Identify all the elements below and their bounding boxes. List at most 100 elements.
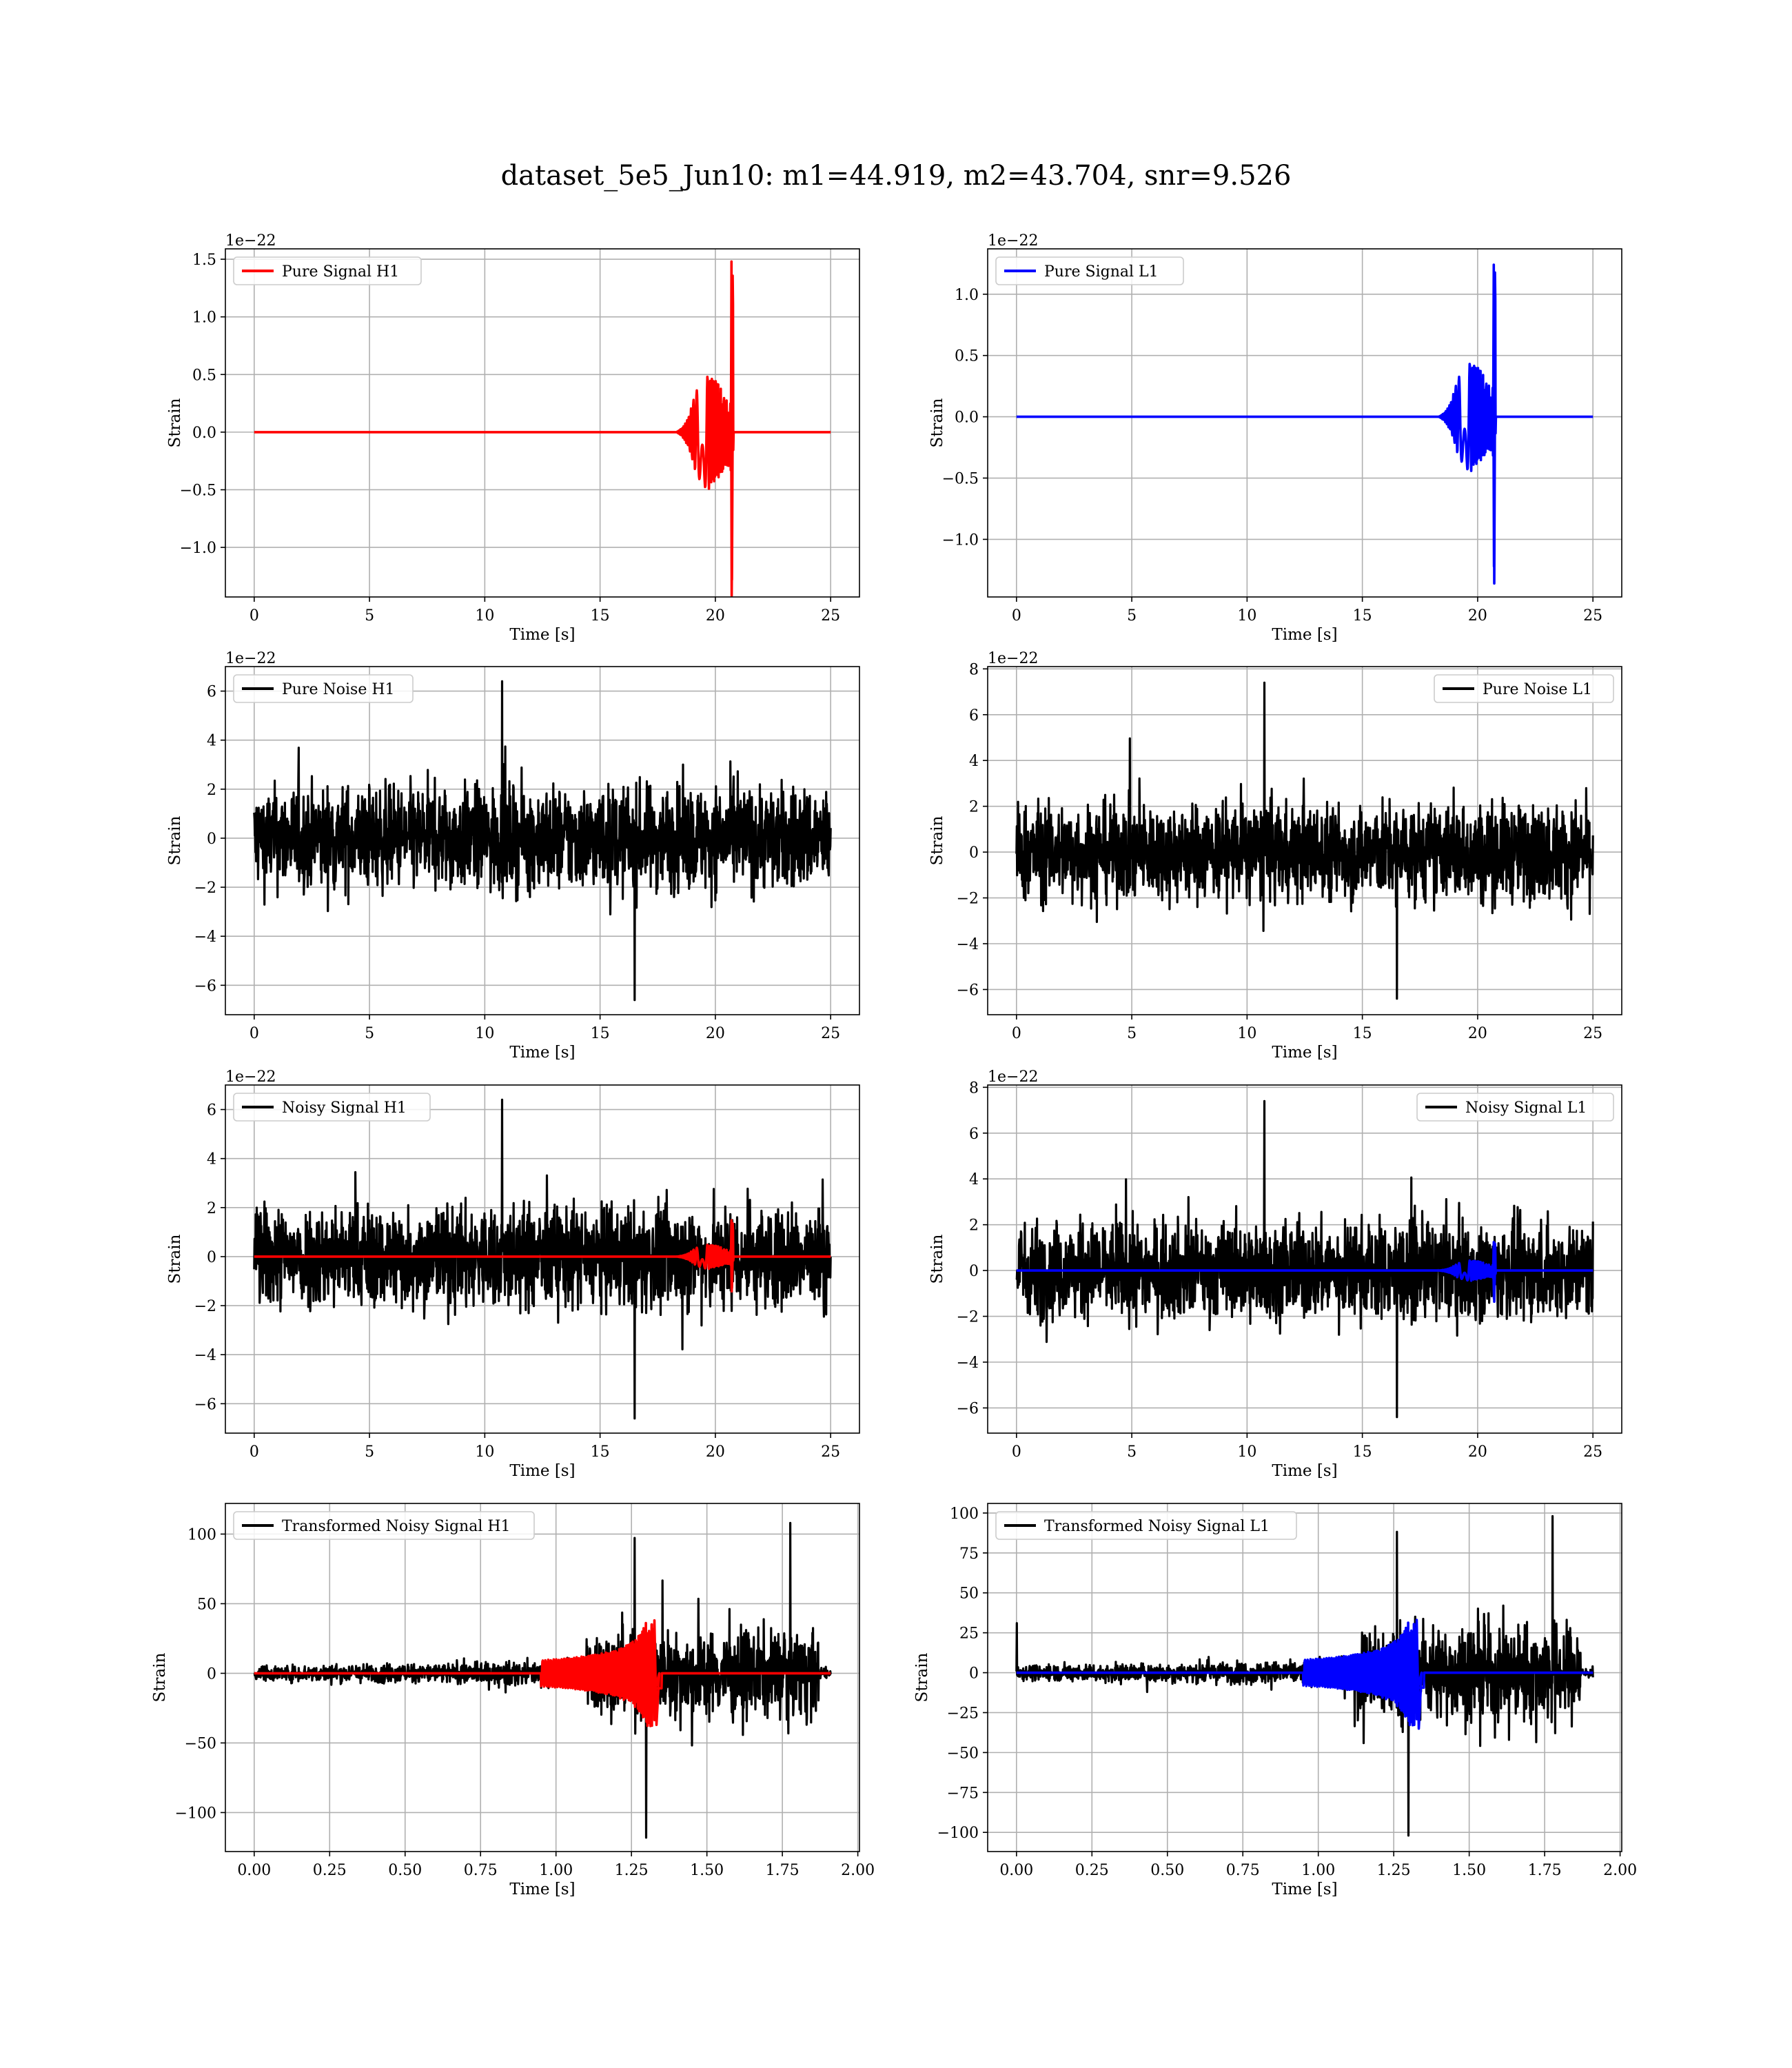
y-tick-label: 50 <box>959 1585 979 1603</box>
y-tick-label: −6 <box>194 977 216 995</box>
x-tick-label: 0.00 <box>999 1862 1033 1879</box>
axes-frame <box>225 666 860 1015</box>
x-tick-label: 20 <box>1468 607 1487 625</box>
x-tick-label: 20 <box>706 1443 725 1461</box>
offset-text: 1e−22 <box>988 1068 1038 1086</box>
x-tick-label: 15 <box>591 1025 610 1042</box>
y-axis-label: Strain <box>928 398 946 447</box>
x-axis-label: Time [s] <box>1272 1881 1337 1898</box>
x-tick-label: 1.00 <box>539 1862 573 1879</box>
y-tick-label: 0.0 <box>955 409 979 427</box>
x-tick-label: 1.75 <box>1528 1862 1562 1879</box>
x-tick-label: 0 <box>1012 607 1021 625</box>
y-tick-label: −4 <box>957 936 979 953</box>
y-tick-label: −4 <box>194 929 216 946</box>
series-line-pure-signal-h1 <box>253 260 832 597</box>
y-tick-label: 4 <box>207 733 216 750</box>
subplot-pure-noise-l1: 0 5 10 15 20 25 −6 −4 −2 0 2 4 6 8 Time [s] Strain 1e−22… <box>928 650 1622 1062</box>
x-tick-label: 1.50 <box>1452 1862 1486 1879</box>
y-tick-label: 6 <box>207 684 216 701</box>
y-tick-label: 100 <box>950 1506 979 1523</box>
x-tick-label: 0 <box>250 1443 259 1461</box>
x-tick-label: 5 <box>365 1025 374 1042</box>
series-group <box>253 1098 832 1420</box>
x-tick-label: 0 <box>250 1025 259 1042</box>
x-tick-label: 0.75 <box>1226 1862 1260 1879</box>
x-tick-label: 0.00 <box>237 1862 271 1879</box>
x-tick-label: 20 <box>1468 1443 1487 1461</box>
y-tick-label: 100 <box>187 1526 216 1543</box>
y-tick-label: 8 <box>969 661 979 678</box>
series-group <box>253 680 832 1002</box>
x-tick-label: 25 <box>821 607 840 625</box>
y-tick-label: 6 <box>969 707 979 724</box>
x-tick-label: 1.25 <box>1377 1862 1411 1879</box>
y-tick-label: 75 <box>959 1545 979 1563</box>
x-tick-label: 0 <box>1012 1025 1021 1042</box>
axes-frame <box>225 1084 860 1434</box>
y-tick-label: 25 <box>959 1625 979 1643</box>
x-tick-label: 5 <box>1127 1025 1137 1042</box>
x-tick-label: 10 <box>1237 1443 1256 1461</box>
y-tick-label: −2 <box>957 1309 979 1326</box>
y-tick-label: 2 <box>207 782 216 799</box>
legend: Pure Signal H1 <box>233 256 422 285</box>
y-tick-label: 0.5 <box>192 367 216 384</box>
x-tick-label: 15 <box>591 1443 610 1461</box>
x-tick-label: 15 <box>591 607 610 625</box>
subplot-pure-signal-h1: 0 5 10 15 20 25 −1.0 −0.5 0.0 0.5 1.0 1.5 Time [s] St… <box>166 232 860 644</box>
x-tick-label: 25 <box>821 1443 840 1461</box>
y-tick-label: 1.0 <box>955 287 979 304</box>
x-axis-label: Time [s] <box>1272 1044 1337 1062</box>
y-tick-label: 1.5 <box>192 252 216 269</box>
legend-label: Pure Noise L1 <box>1483 681 1592 698</box>
x-tick-label: 1.00 <box>1301 1862 1335 1879</box>
y-tick-label: −6 <box>957 1400 979 1417</box>
legend-box <box>1434 674 1614 703</box>
y-tick-label: −0.5 <box>180 482 216 499</box>
series-line-noisy-signal-h1 <box>253 1098 832 1420</box>
x-axis-label: Time [s] <box>509 626 575 644</box>
y-axis-label: Strain <box>913 1652 931 1702</box>
offset-text: 1e−22 <box>988 232 1038 250</box>
x-tick-label: 5 <box>1127 607 1137 625</box>
legend-box <box>233 1511 535 1540</box>
series-line-pure-noise-l1 <box>1015 681 1594 1000</box>
y-tick-label: 0 <box>207 1249 216 1266</box>
x-tick-label: 20 <box>706 1025 725 1042</box>
axes-frame <box>987 1503 1622 1852</box>
series-group <box>1015 263 1594 585</box>
x-axis-label: Time [s] <box>509 1881 575 1898</box>
y-tick-label: 6 <box>207 1102 216 1119</box>
y-tick-label: −25 <box>947 1705 979 1722</box>
series-group <box>253 260 832 597</box>
y-tick-label: 6 <box>969 1126 979 1143</box>
x-tick-label: 2.00 <box>841 1862 875 1879</box>
x-tick-label: 15 <box>1353 1025 1372 1042</box>
series-line-overlay-1 <box>253 1619 832 1727</box>
y-tick-label: −100 <box>937 1825 979 1842</box>
axes-frame <box>987 1084 1622 1434</box>
legend: Pure Noise L1 <box>1434 674 1614 703</box>
y-tick-label: −4 <box>194 1347 216 1364</box>
y-tick-label: 2 <box>969 1217 979 1235</box>
x-axis-label: Time [s] <box>1272 1462 1337 1480</box>
x-tick-label: 10 <box>475 1025 494 1042</box>
x-tick-label: 25 <box>1583 1443 1602 1461</box>
y-tick-label: 4 <box>969 753 979 770</box>
legend: Noisy Signal L1 <box>1416 1093 1614 1122</box>
y-tick-label: 0 <box>207 1665 216 1683</box>
y-tick-label: −2 <box>194 1298 216 1315</box>
x-axis-label: Time [s] <box>509 1462 575 1480</box>
x-tick-label: 10 <box>475 1443 494 1461</box>
x-tick-label: 25 <box>1583 607 1602 625</box>
legend-box <box>995 256 1184 285</box>
y-tick-label: −6 <box>957 982 979 999</box>
legend-label: Pure Signal L1 <box>1044 263 1159 281</box>
series-group <box>253 1521 832 1839</box>
x-tick-label: 10 <box>1237 1025 1256 1042</box>
offset-text: 1e−22 <box>225 650 276 667</box>
legend-label: Noisy Signal L1 <box>1465 1099 1587 1117</box>
